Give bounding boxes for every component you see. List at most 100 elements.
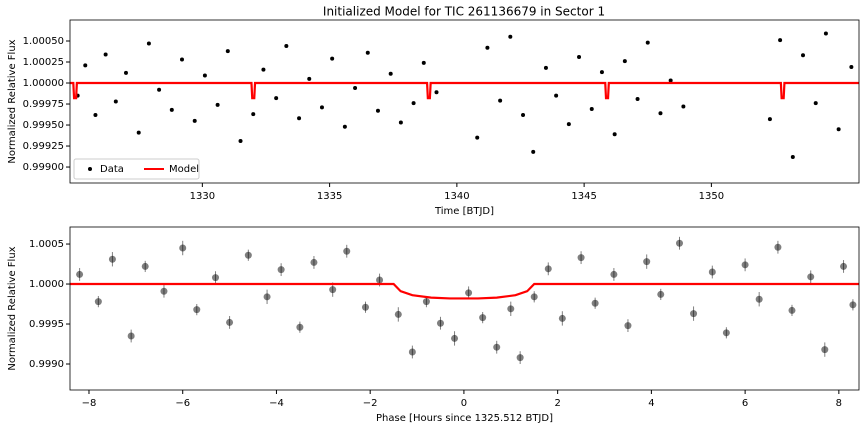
- data-point: [840, 262, 848, 270]
- y-tick-label: 1.00000: [23, 78, 64, 89]
- y-tick-label: 0.99900: [23, 162, 64, 173]
- data-point: [767, 117, 772, 122]
- data-point: [202, 73, 207, 78]
- x-tick-label: 1350: [699, 191, 724, 202]
- y-axis-label: Normalized Relative Flux: [7, 39, 18, 163]
- data-point: [635, 96, 640, 101]
- plot-area: [70, 236, 859, 365]
- y-tick-label: 1.00050: [23, 36, 64, 47]
- data-point: [508, 34, 513, 39]
- data-point: [274, 96, 279, 101]
- data-point: [668, 78, 673, 83]
- data-point: [521, 112, 526, 117]
- data-point: [408, 348, 416, 356]
- x-tick-label: 1345: [571, 191, 596, 202]
- data-point: [127, 332, 135, 340]
- data-point: [507, 305, 515, 313]
- data-point: [849, 301, 857, 309]
- data-point: [657, 290, 665, 298]
- data-point: [361, 303, 369, 311]
- data-point: [530, 293, 538, 301]
- y-tick-label: 1.0000: [29, 279, 64, 290]
- data-point: [394, 310, 402, 318]
- data-point: [643, 258, 651, 266]
- data-point: [83, 63, 88, 68]
- data-point: [263, 293, 271, 301]
- axes-frame: [69, 226, 860, 391]
- y-tick-label: 0.9990: [29, 359, 64, 370]
- data-point: [498, 98, 503, 103]
- x-axis-label: Time [BTJD]: [434, 206, 494, 217]
- data-point: [76, 270, 84, 278]
- data-point: [342, 124, 347, 129]
- x-tick-label: 8: [836, 398, 842, 409]
- x-tick-label: 4: [648, 398, 654, 409]
- data-point: [343, 247, 351, 255]
- data-point: [516, 354, 524, 362]
- data-point: [212, 274, 220, 282]
- data-point: [296, 323, 304, 331]
- data-point: [813, 101, 818, 106]
- data-point: [778, 38, 783, 43]
- legend-label: Data: [100, 164, 124, 175]
- data-point: [681, 104, 686, 109]
- data-point: [319, 105, 324, 110]
- data-point: [179, 244, 187, 252]
- data-point: [821, 346, 829, 354]
- data-point: [591, 299, 599, 307]
- data-point: [261, 67, 266, 72]
- data-point: [376, 276, 384, 284]
- data-point: [741, 261, 749, 269]
- data-point: [493, 343, 501, 351]
- data-point: [645, 40, 650, 45]
- data-point: [801, 53, 806, 58]
- model-line: [70, 81, 859, 100]
- data-point: [422, 298, 430, 306]
- data-point: [411, 101, 416, 106]
- data-point: [479, 314, 487, 322]
- data-point: [330, 56, 335, 61]
- plot-area: [70, 31, 859, 159]
- y-axis-label: Normalized Relative Flux: [7, 246, 18, 370]
- data-point: [297, 116, 302, 121]
- data-point: [558, 314, 566, 322]
- data-point: [146, 41, 151, 46]
- data-point: [708, 268, 716, 276]
- data-point: [554, 93, 559, 98]
- data-point: [310, 258, 318, 266]
- data-point: [421, 60, 426, 65]
- data-point: [690, 310, 698, 318]
- x-tick-label: 1340: [444, 191, 469, 202]
- data-point: [788, 306, 796, 314]
- legend-label: Model: [169, 164, 199, 175]
- axes-frame: [69, 19, 860, 184]
- data-point: [836, 127, 841, 132]
- data-point: [375, 108, 380, 113]
- data-point: [226, 318, 234, 326]
- data-point: [566, 122, 571, 127]
- data-point: [160, 287, 168, 295]
- data-point: [451, 334, 459, 342]
- data-point: [676, 239, 684, 247]
- data-point: [434, 90, 439, 95]
- data-point: [577, 254, 585, 262]
- chart-title: Initialized Model for TIC 261136679 in S…: [323, 5, 605, 19]
- data-point: [157, 87, 162, 92]
- data-point: [465, 289, 473, 297]
- data-point: [141, 262, 149, 270]
- y-tick-label: 0.99925: [23, 141, 64, 152]
- data-point: [93, 112, 98, 117]
- data-point: [755, 295, 763, 303]
- data-point: [589, 107, 594, 112]
- x-tick-label: 2: [554, 398, 560, 409]
- data-point: [722, 329, 730, 337]
- x-tick-label: 1330: [190, 191, 215, 202]
- legend-swatch: [88, 167, 92, 171]
- y-tick-label: 0.99975: [23, 99, 64, 110]
- data-point: [193, 306, 201, 314]
- data-point: [790, 154, 795, 159]
- data-point: [179, 57, 184, 62]
- x-tick-label: −4: [269, 398, 284, 409]
